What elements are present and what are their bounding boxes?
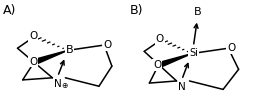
Text: O: O bbox=[29, 57, 37, 67]
Text: O: O bbox=[227, 43, 236, 53]
Polygon shape bbox=[31, 50, 68, 64]
Text: O: O bbox=[153, 60, 161, 70]
Text: B: B bbox=[66, 45, 73, 55]
Text: O: O bbox=[103, 40, 111, 50]
Text: B): B) bbox=[130, 4, 144, 17]
Text: ⊕: ⊕ bbox=[61, 81, 67, 90]
Text: N: N bbox=[54, 79, 62, 89]
Text: B: B bbox=[193, 7, 201, 17]
Text: A): A) bbox=[3, 4, 17, 17]
Text: O: O bbox=[29, 31, 37, 41]
Text: Si: Si bbox=[189, 48, 198, 58]
Text: N: N bbox=[178, 82, 186, 92]
Polygon shape bbox=[155, 54, 192, 67]
Text: O: O bbox=[156, 34, 164, 44]
